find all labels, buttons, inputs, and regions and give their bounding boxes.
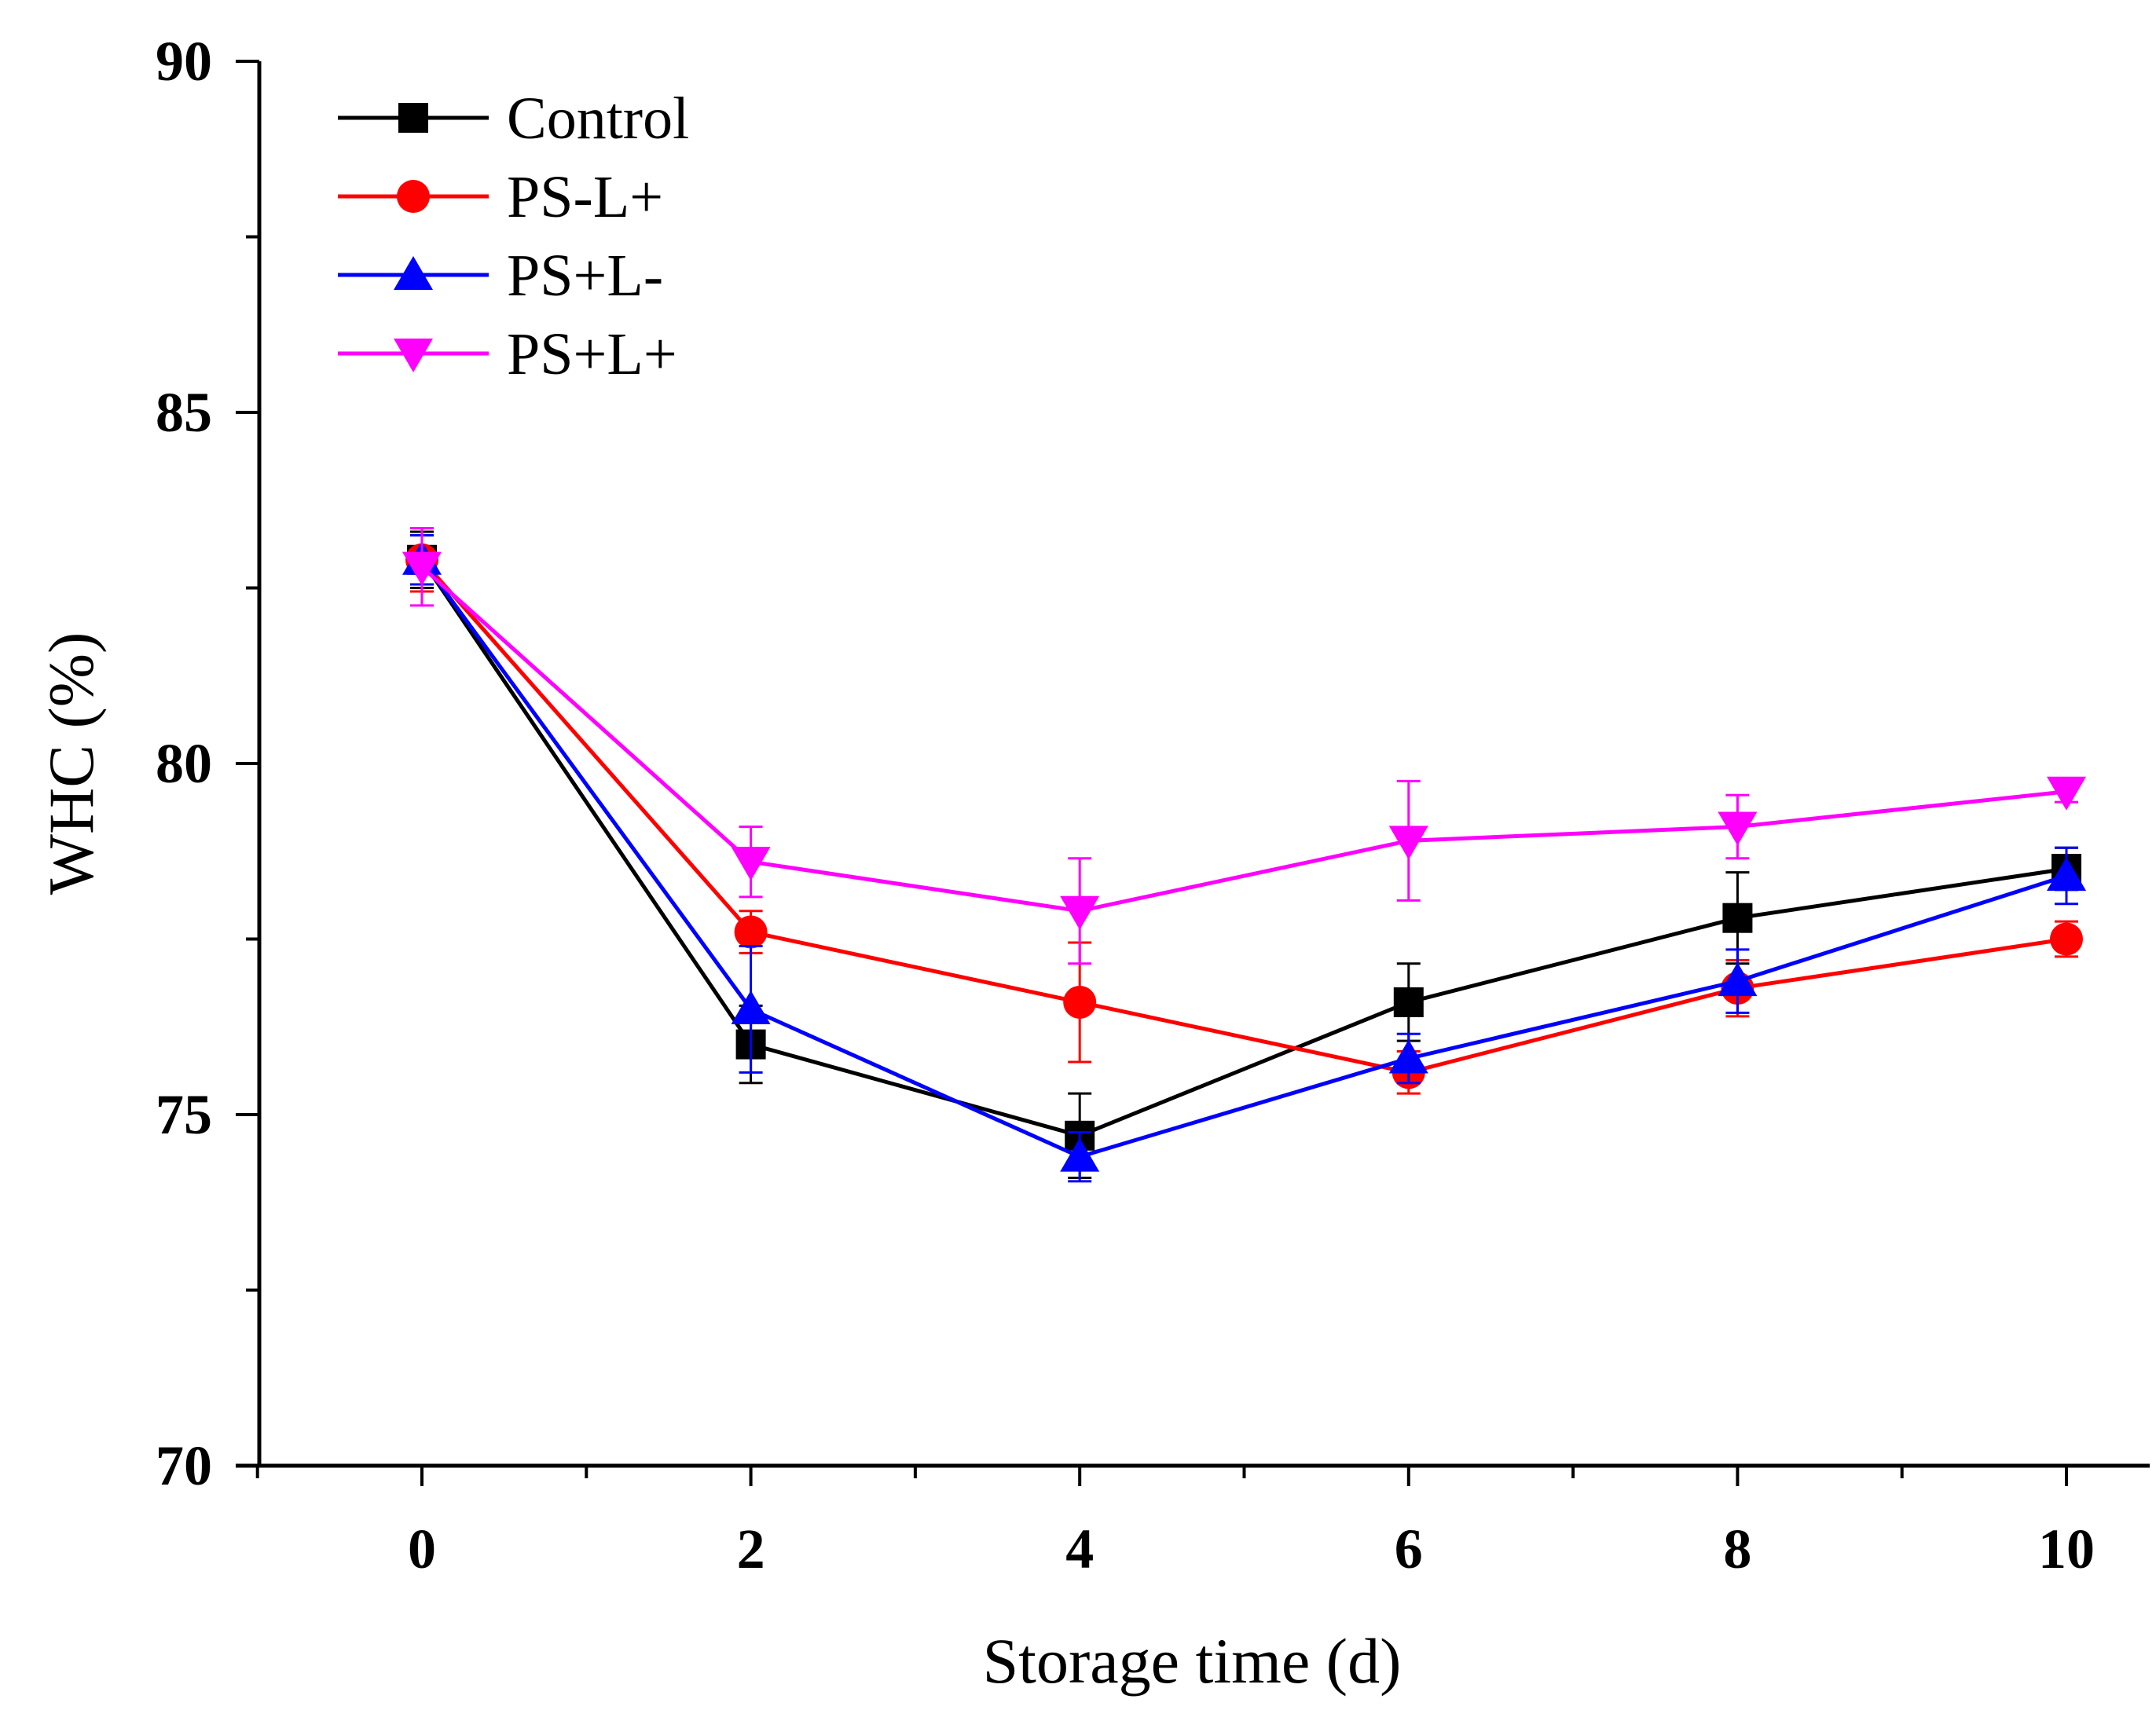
data-point [731,990,771,1024]
legend-item: PS+L- [338,243,663,309]
data-point [1063,985,1097,1019]
series-Control [407,530,2081,1179]
series-line [420,558,2067,1075]
data-point [1722,903,1753,933]
legend-label: Control [507,86,689,152]
data-point [2050,922,2083,956]
x-tick-label: 6 [1395,1518,1423,1580]
legend-label: PS+L+ [507,321,677,387]
y-tick-label: 90 [156,30,212,93]
data-point [1060,895,1100,930]
series-line [420,558,2067,1159]
series-PS+L+ [402,527,2086,965]
series-PS+L- [402,533,2086,1183]
legend-marker [398,103,428,133]
data-point [2047,857,2086,892]
data-point [734,915,768,949]
y-axis-title: WHC (%) [35,632,107,895]
y-tick-label: 75 [156,1083,212,1146]
ticks [236,60,2068,1486]
legend-item: PS+L+ [338,321,677,387]
x-tick-label: 8 [1723,1518,1751,1580]
y-tick-label: 85 [156,381,212,444]
data-point [731,847,771,881]
legend-marker [394,256,433,290]
tick-labels: 0 2 4 6 8 10 70 75 80 85 90 [156,30,2095,1580]
data-point [1388,826,1428,860]
y-tick-label: 80 [156,732,212,795]
data-point [2047,776,2086,811]
series-layer [402,527,2086,1183]
x-tick-label: 2 [737,1518,765,1580]
legend-marker [397,180,430,213]
x-tick-label: 0 [408,1518,436,1580]
x-axis-title: Storage time (d) [983,1625,1402,1697]
legend-label: PS+L- [507,243,663,309]
data-point [1388,1039,1428,1074]
series-PS-L+ [405,527,2083,1095]
data-point [1060,1137,1100,1172]
data-point [1718,962,1758,997]
data-point [1393,987,1424,1017]
x-tick-label: 4 [1065,1518,1094,1580]
x-tick-label: 10 [2038,1518,2095,1580]
y-tick-label: 70 [156,1434,212,1497]
data-point [1718,811,1758,846]
legend-marker [394,339,433,372]
legend: Control PS-L+ PS+L- PS+L+ [338,86,689,387]
series-line [420,565,2067,914]
legend-label: PS-L+ [507,164,663,230]
legend-item: PS-L+ [338,164,663,230]
legend-item: Control [338,86,689,152]
series-line [420,558,2067,1138]
data-point [402,551,442,586]
